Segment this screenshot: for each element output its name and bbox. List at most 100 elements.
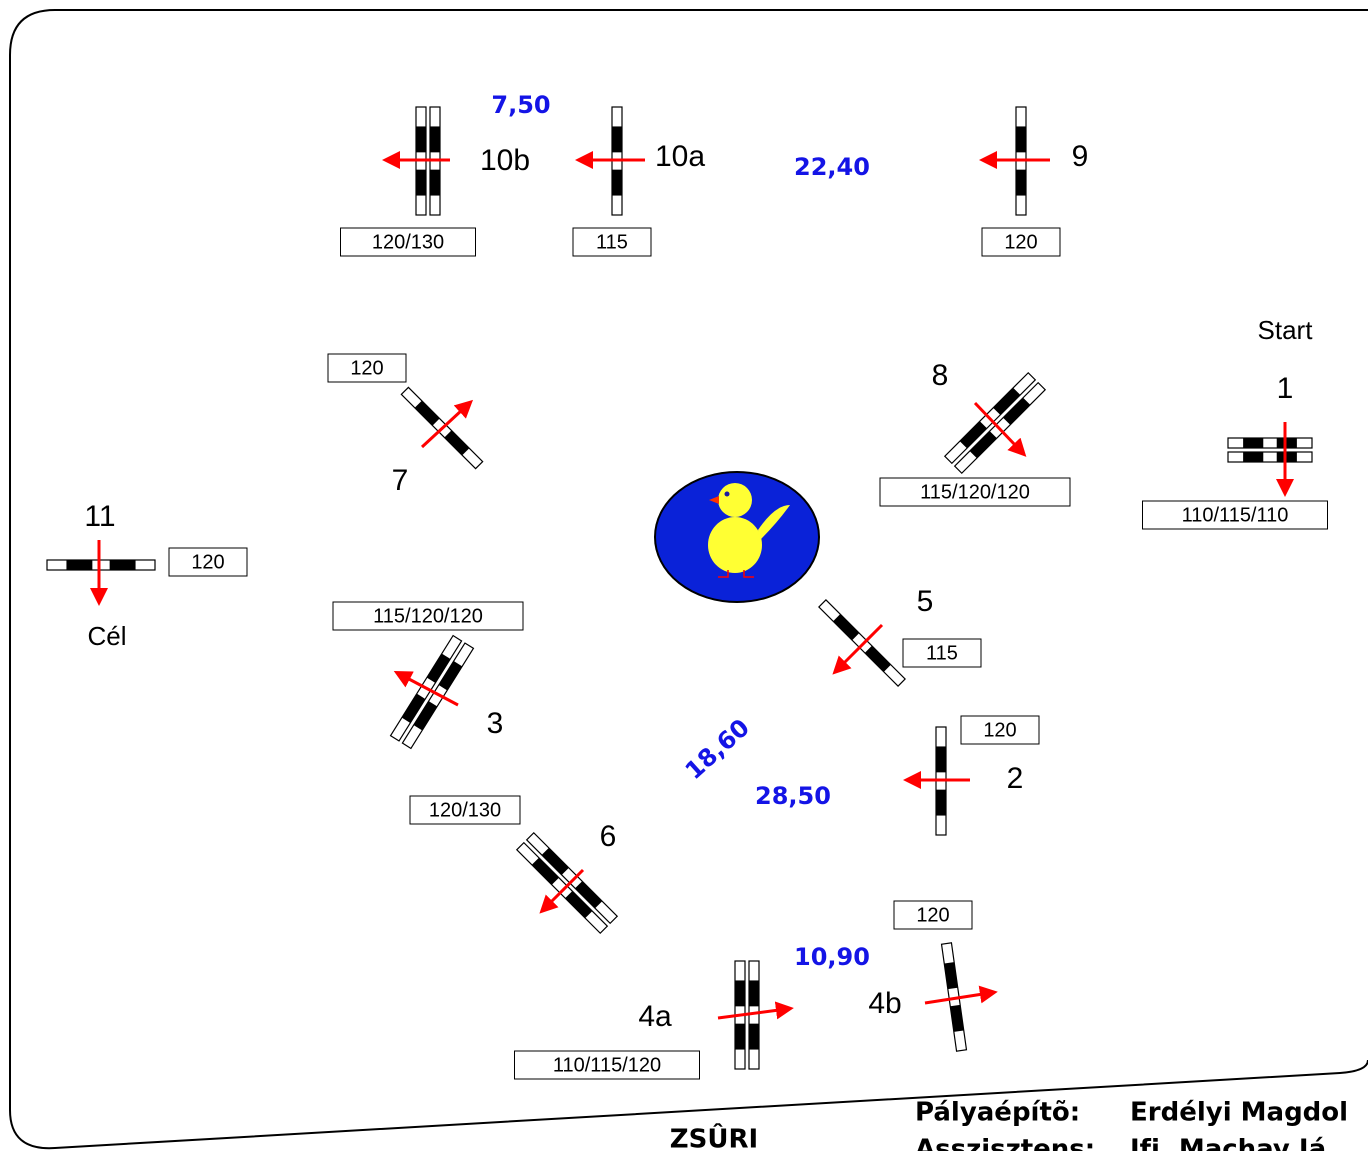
rail-stripe [1276,452,1297,462]
rail-stripe [1003,397,1031,425]
obstacle-number: 10b [480,144,530,177]
distance-label: 18,60 [680,713,755,785]
height-label: 120 [191,551,224,573]
rail-stripe [1016,126,1026,153]
rail [515,841,609,935]
rail [1227,437,1313,449]
rail-stripe [438,661,463,691]
obstacle-number: 7 [392,464,409,497]
frame [9,9,1368,1150]
height-label: 115 [596,231,628,253]
rail-stripe [936,789,946,816]
direction-arrow [832,623,884,675]
distance-label: 22,40 [794,153,870,181]
height-label: 115 [926,642,958,664]
height-label: 115/120/120 [920,481,1030,503]
rail-stripe [864,645,891,672]
assistant-label: Asszisztens: [915,1135,1095,1151]
rail-stripe [413,701,438,731]
rail-stripe [1243,438,1264,448]
height-label: 115/120/120 [373,605,483,627]
rail-stripe [430,169,440,196]
obstacle-number: 8 [932,359,949,392]
obstacle-number: 2 [1007,762,1024,795]
height-label: 120 [350,357,383,379]
rail-stripe [612,169,622,196]
rail-stripe [1016,169,1026,196]
height-label: 120 [983,719,1016,741]
rail-stripe [541,847,569,875]
rail-stripe [749,980,759,1007]
jury-label: ZSÛRI [670,1123,758,1151]
rail-stripe [414,400,440,426]
distance-label: 7,50 [491,91,550,119]
direction-arrow [973,401,1027,457]
mascot [654,471,820,603]
height-box [332,601,524,631]
rail-stripe [969,431,997,459]
height-box [514,1050,700,1080]
assistant: Ifj. Machay Já [1130,1135,1326,1151]
rail-stripe [565,891,593,919]
rail-stripe [416,126,426,153]
height-box [327,353,407,383]
start-label: Start [1258,315,1314,345]
direction-arrow [393,670,459,707]
direction-arrow [717,1001,794,1020]
obstacle-number: 10a [655,140,705,173]
obstacle-number: 11 [84,500,115,533]
obstacle-number: 3 [487,707,504,740]
obstacle-number: 6 [600,820,617,853]
rail [1227,451,1313,463]
rail-stripe [735,980,745,1007]
rail-stripe [944,962,958,990]
height-box [981,227,1061,257]
height-box [1142,500,1328,530]
rail-stripe [1276,438,1297,448]
rail-stripe [993,387,1021,415]
obstacle-number: 5 [917,585,934,618]
height-box [340,227,476,257]
rail-stripe [531,857,559,885]
height-box [572,227,652,257]
rail-stripe [426,653,451,683]
rail-stripe [936,746,946,773]
rail-stripe [444,430,470,456]
rail-stripe [612,126,622,153]
rail-stripe [416,169,426,196]
height-label: 110/115/120 [553,1054,661,1076]
direction-arrow [420,399,474,449]
height-box [168,547,248,577]
obstacle-number: 4b [868,987,901,1020]
height-label: 120/130 [372,231,444,253]
obstacle-rails [515,831,619,935]
height-box [879,477,1071,507]
rail-stripe [430,126,440,153]
rail-stripe [109,560,136,570]
obstacle-number: 9 [1072,140,1089,173]
rail-stripe [959,421,987,449]
rail [46,559,156,571]
height-label: 120 [1004,231,1037,253]
height-box [960,715,1040,745]
obstacle-number: 1 [1277,372,1294,405]
height-label: 120/130 [429,799,501,821]
height-box [902,638,982,668]
height-box [409,795,521,825]
rail-stripe [749,1023,759,1050]
rail-stripe [833,614,860,641]
height-label: 120 [916,904,949,926]
obstacle-number: 4a [638,1000,672,1033]
distance-label: 28,50 [755,782,831,810]
rail-stripe [735,1023,745,1050]
height-label: 110/115/110 [1182,504,1289,526]
obstacle-rails [1227,437,1313,463]
builder-label: Pályaépítõ: [915,1098,1080,1128]
height-box [893,900,973,930]
rail-stripe [401,693,426,723]
rail-stripe [1243,452,1264,462]
rail-stripe [575,881,603,909]
finish-label: Cél [87,621,126,651]
rail-stripe [950,1004,964,1032]
